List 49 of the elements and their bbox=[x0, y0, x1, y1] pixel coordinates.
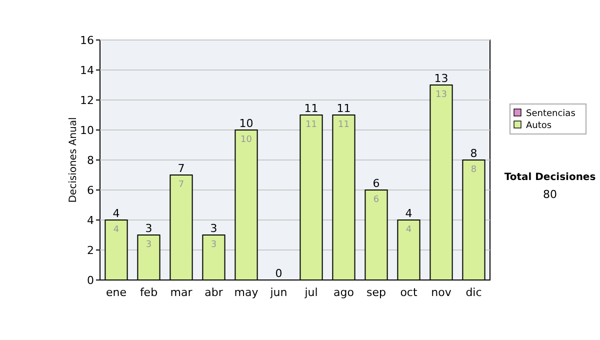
y-tick-label: 14 bbox=[80, 64, 94, 77]
data-label: 10 bbox=[240, 135, 252, 145]
y-tick-label: 16 bbox=[80, 34, 94, 47]
x-tick-label: dic bbox=[466, 286, 482, 299]
legend-label: Sentencias bbox=[526, 109, 576, 119]
data-label: 13 bbox=[436, 90, 447, 100]
y-tick-label: 0 bbox=[87, 274, 94, 287]
data-label: 7 bbox=[178, 180, 184, 190]
total-label: 0 bbox=[275, 267, 282, 280]
total-label: 6 bbox=[372, 177, 380, 190]
total-label: 8 bbox=[470, 147, 478, 160]
legend-label: Autos bbox=[526, 121, 552, 131]
x-tick-label: mar bbox=[170, 286, 193, 299]
y-tick-label: 2 bbox=[87, 244, 94, 257]
x-tick-label: jun bbox=[269, 286, 288, 299]
total-label: 7 bbox=[178, 162, 185, 175]
x-tick-label: jul bbox=[304, 286, 318, 299]
data-label: 8 bbox=[470, 165, 477, 175]
total-label: 13 bbox=[434, 72, 448, 85]
y-tick-label: 8 bbox=[87, 154, 94, 167]
text: Total Decisiones bbox=[504, 172, 596, 183]
total-label: 11 bbox=[336, 102, 351, 115]
text: 80 bbox=[543, 188, 557, 201]
y-tick-label: 6 bbox=[87, 184, 94, 197]
data-label: 3 bbox=[146, 240, 152, 250]
data-label: 11 bbox=[306, 120, 317, 130]
x-tick-label: nov bbox=[431, 286, 452, 299]
x-tick-label: sep bbox=[366, 286, 386, 299]
x-tick-label: ene bbox=[106, 286, 127, 299]
total-label: 10 bbox=[239, 117, 254, 130]
x-tick-label: ago bbox=[334, 286, 354, 299]
data-label: 6 bbox=[373, 195, 380, 205]
y-tick-label: 4 bbox=[87, 214, 94, 227]
total-label: 4 bbox=[405, 207, 412, 220]
data-label: 3 bbox=[210, 240, 217, 250]
data-label: 11 bbox=[338, 120, 350, 130]
x-tick-label: may bbox=[234, 286, 259, 299]
y-tick-label: 10 bbox=[80, 124, 94, 137]
total-label: 3 bbox=[145, 222, 152, 235]
x-tick-label: feb bbox=[140, 286, 158, 299]
total-label: 4 bbox=[112, 207, 120, 220]
total-label: 3 bbox=[210, 222, 218, 235]
total-label: 11 bbox=[304, 102, 318, 115]
x-tick-label: abr bbox=[204, 286, 224, 299]
x-tick-label: oct bbox=[400, 286, 418, 299]
data-label: 4 bbox=[406, 225, 412, 235]
y-axis-title: Decisiones Anual bbox=[68, 117, 79, 203]
y-tick-label: 12 bbox=[80, 94, 94, 107]
data-label: 4 bbox=[113, 225, 120, 235]
